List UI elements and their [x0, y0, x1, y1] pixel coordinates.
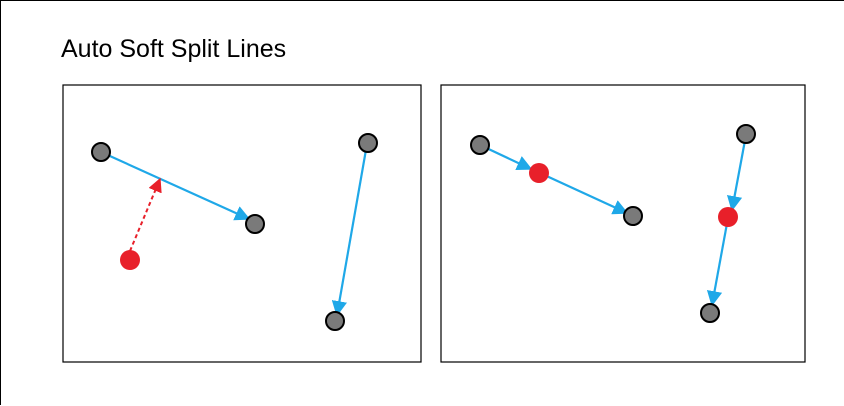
panel-before-frame: [62, 84, 422, 363]
split-direction-arrow: [129, 177, 162, 252]
node: [623, 206, 643, 226]
panel-before: [62, 84, 422, 363]
node: [736, 124, 756, 144]
line-segment-b: [331, 143, 369, 317]
node: [700, 303, 720, 323]
line-segment-b2: [706, 217, 730, 307]
node: [245, 214, 265, 234]
node: [470, 135, 490, 155]
line-segment-a2: [539, 172, 629, 215]
split-point: [120, 250, 140, 270]
panel-after: [440, 84, 806, 363]
split-point: [529, 163, 549, 183]
node: [325, 311, 345, 331]
split-point: [718, 207, 738, 227]
node: [358, 133, 378, 153]
node: [91, 142, 111, 162]
line-segment-a: [100, 150, 251, 221]
line-segment-b1: [726, 134, 748, 212]
page-title: Auto Soft Split Lines: [61, 35, 287, 63]
